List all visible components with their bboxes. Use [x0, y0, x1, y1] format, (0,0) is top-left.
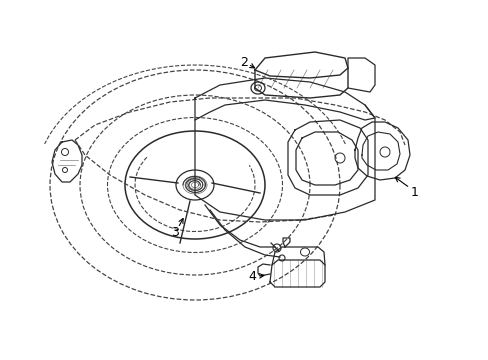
Text: 4: 4 — [247, 270, 255, 284]
Text: 1: 1 — [410, 185, 418, 198]
Text: 3: 3 — [171, 226, 179, 239]
Text: 2: 2 — [240, 55, 247, 68]
